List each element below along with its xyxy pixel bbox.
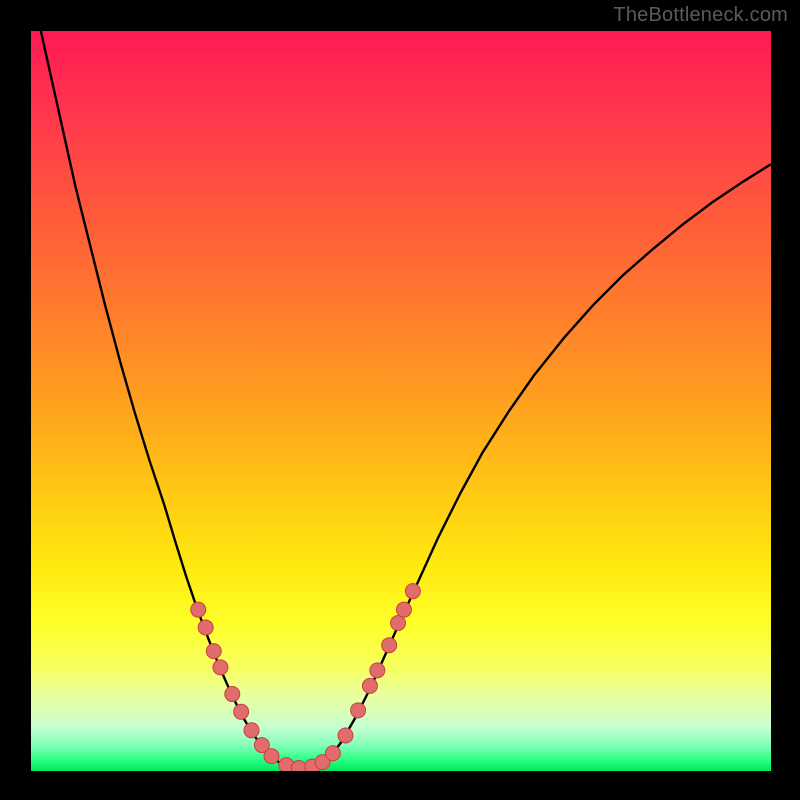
data-marker <box>291 761 306 776</box>
data-marker <box>206 644 221 659</box>
data-marker <box>325 746 340 761</box>
data-marker <box>396 602 411 617</box>
data-marker <box>405 584 420 599</box>
data-marker <box>213 660 228 675</box>
data-marker <box>362 678 377 693</box>
chart-container: TheBottleneck.com <box>0 0 800 800</box>
plot-background <box>31 31 771 771</box>
data-marker <box>244 723 259 738</box>
data-marker <box>382 638 397 653</box>
data-marker <box>264 749 279 764</box>
data-marker <box>191 602 206 617</box>
data-marker <box>391 616 406 631</box>
data-marker <box>370 663 385 678</box>
data-marker <box>338 728 353 743</box>
data-marker <box>351 703 366 718</box>
bottleneck-chart <box>0 0 800 800</box>
watermark-text: TheBottleneck.com <box>613 4 788 27</box>
data-marker <box>234 704 249 719</box>
data-marker <box>225 687 240 702</box>
data-marker <box>198 620 213 635</box>
